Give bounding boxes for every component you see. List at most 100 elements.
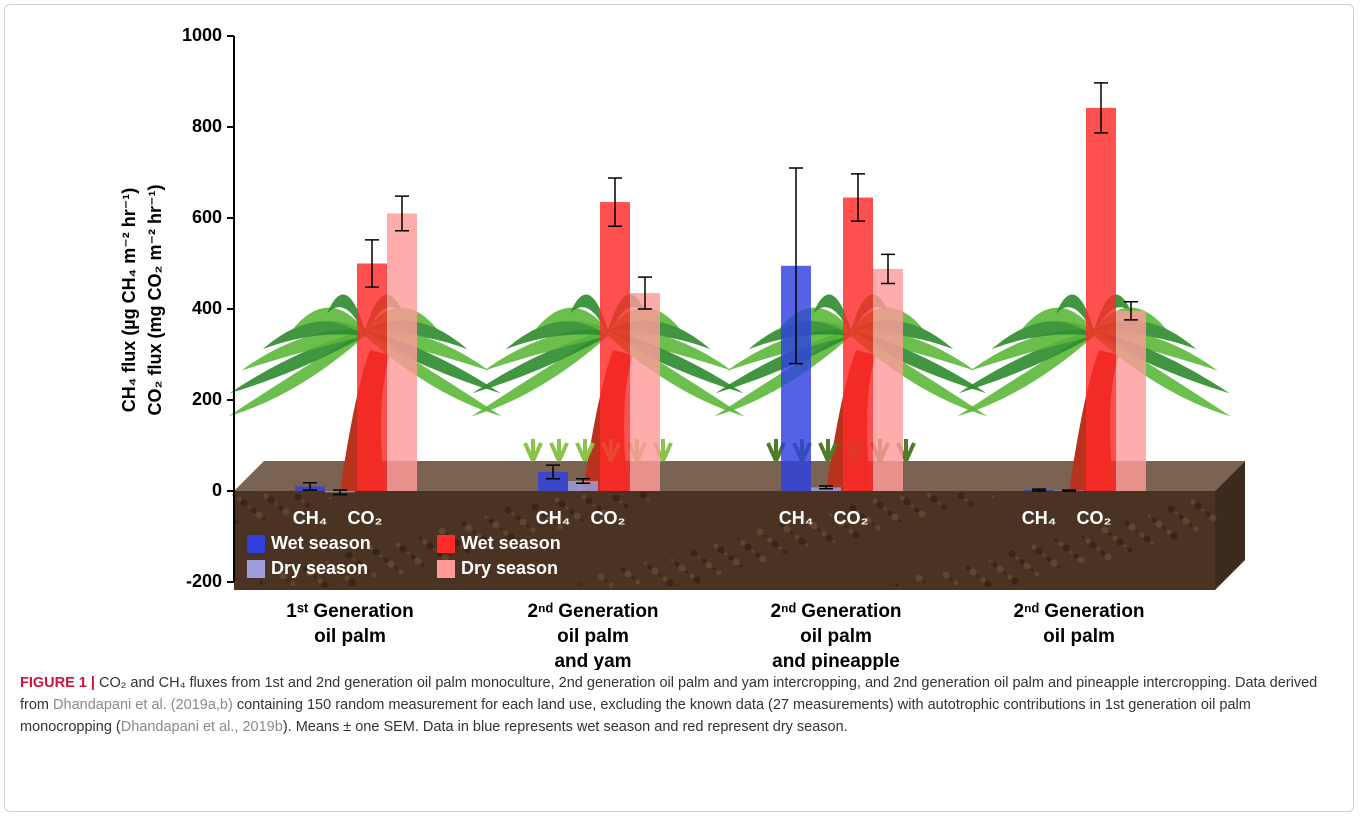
soil-speck <box>1210 515 1217 522</box>
soil-speck <box>1012 578 1019 585</box>
soil-speck <box>531 528 536 533</box>
soil-speck <box>718 547 725 554</box>
soil-speck <box>1031 569 1034 572</box>
soil-speck <box>485 516 488 519</box>
soil-speck <box>291 582 296 587</box>
soil-speck <box>876 526 881 531</box>
soil-speck <box>873 499 878 504</box>
soil-speck <box>466 525 473 532</box>
caption-label: FIGURE 1 | <box>20 675 95 691</box>
soil-speck <box>636 580 641 585</box>
soil-speck <box>264 494 269 499</box>
soil-speck <box>241 500 248 507</box>
soil-speck <box>1101 551 1106 556</box>
soil-speck <box>830 514 833 517</box>
legend-swatch <box>247 560 265 578</box>
soil-speck <box>896 584 899 587</box>
crop-plant <box>551 439 567 461</box>
soil-speck <box>667 580 674 587</box>
x-tick-label: 2ⁿᵈ Generation <box>770 601 901 622</box>
soil-speck <box>849 529 854 534</box>
soil-speck <box>586 498 593 505</box>
soil-speck <box>954 581 959 586</box>
legend-swatch <box>437 535 455 553</box>
soil-speck <box>1078 557 1085 564</box>
soil-speck <box>1175 512 1178 515</box>
soil-speck <box>593 504 596 507</box>
gas-label: CO₂ <box>348 508 383 528</box>
soil-speck <box>652 568 659 575</box>
soil-speck <box>764 535 767 538</box>
soil-speck <box>702 559 707 564</box>
soil-speck <box>489 519 494 524</box>
soil-speck <box>1004 572 1007 575</box>
soil-speck <box>713 568 716 571</box>
soil-speck <box>1148 515 1151 518</box>
soil-speck <box>1152 518 1157 523</box>
soil-speck <box>268 497 275 504</box>
soil-speck <box>648 565 653 570</box>
soil-speck <box>1024 563 1031 570</box>
bar <box>630 293 660 491</box>
soil-speck <box>1082 536 1085 539</box>
gas-label: CO₂ <box>834 508 869 528</box>
soil-speck <box>659 574 662 577</box>
soil-speck <box>1090 542 1097 549</box>
soil-speck <box>411 555 416 560</box>
soil-speck <box>427 543 434 550</box>
soil-speck <box>283 509 290 516</box>
soil-speck <box>1151 542 1154 545</box>
soil-speck <box>388 561 395 568</box>
soil-speck <box>992 496 995 499</box>
soil-speck <box>888 511 893 516</box>
citation-link[interactable]: Dhandapani et al. (2019a,b) <box>53 697 233 713</box>
x-tick-label: and yam <box>554 651 631 670</box>
soil-speck <box>236 521 239 524</box>
soil-speck <box>714 544 719 549</box>
soil-speck <box>1194 527 1199 532</box>
soil-speck <box>966 566 971 571</box>
citation-link[interactable]: Dhandapani et al., 2019b <box>121 719 283 735</box>
soil-speck <box>512 513 515 516</box>
soil-speck <box>745 544 752 551</box>
soil-speck <box>415 558 422 565</box>
soil-speck <box>740 565 743 568</box>
soil-speck <box>772 541 779 548</box>
y-tick-label: 200 <box>192 389 222 409</box>
soil-speck <box>1206 512 1211 517</box>
soil-speck <box>679 565 686 572</box>
soil-speck <box>725 553 728 556</box>
y-tick-label: 1000 <box>182 25 222 45</box>
soil-speck <box>400 546 407 553</box>
soil-speck <box>927 493 932 498</box>
x-tick-label: 2ⁿᵈ Generation <box>527 601 658 622</box>
soil-speck <box>768 538 773 543</box>
gas-label: CH₄ <box>1022 508 1057 528</box>
soil-speck <box>950 578 953 581</box>
soil-speck <box>260 582 263 585</box>
soil-speck <box>237 497 242 502</box>
soil-speck <box>439 528 446 535</box>
soil-speck <box>779 547 782 550</box>
soil-speck <box>671 559 674 562</box>
gas-label: CO₂ <box>1077 508 1112 528</box>
bar <box>843 198 873 491</box>
soil-speck <box>349 579 356 586</box>
soil-speck <box>500 528 503 531</box>
soil-speck <box>757 529 764 536</box>
legend-label: Dry season <box>461 558 558 578</box>
soil-speck <box>942 505 947 510</box>
soil-speck <box>582 495 587 500</box>
bar <box>1086 108 1116 491</box>
soil-speck <box>578 583 581 586</box>
soil-speck <box>396 543 401 548</box>
soil-speck <box>1144 536 1151 543</box>
soil-speck <box>462 522 467 527</box>
soil-speck <box>380 555 383 558</box>
y-tick-label: 800 <box>192 116 222 136</box>
x-tick-label: oil palm <box>314 626 386 647</box>
soil-speck <box>981 578 986 583</box>
soil-speck <box>818 529 821 532</box>
soil-speck <box>737 538 740 541</box>
